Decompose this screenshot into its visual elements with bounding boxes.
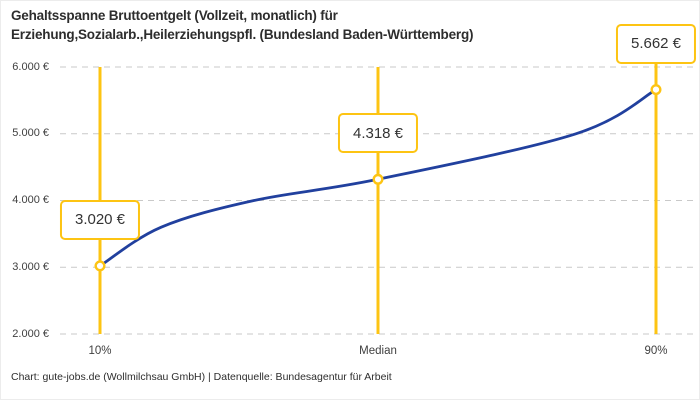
data-point-marker (650, 84, 662, 96)
chart-credit: Chart: gute-jobs.de (Wollmilchsau GmbH) … (11, 371, 392, 383)
value-label-p10: 3.020 € (59, 199, 141, 240)
y-axis-tick-2000: 2.000 € (12, 327, 49, 340)
chart-title-line2: Erziehung,Sozialarb.,Heilerziehungspfl. … (11, 27, 474, 42)
y-axis-tick-3000: 3.000 € (12, 260, 49, 273)
x-axis-tick-p10: 10% (88, 345, 112, 357)
value-label-p90: 5.662 € (615, 23, 697, 64)
x-axis-tick-p90: 90% (644, 345, 668, 357)
y-axis-tick-6000: 6.000 € (12, 60, 49, 73)
value-label-median: 4.318 € (337, 113, 419, 154)
y-axis-tick-4000: 4.000 € (12, 194, 49, 206)
x-axis-tick-median: Median (359, 345, 397, 357)
y-axis-tick-5000: 5.000 € (12, 127, 49, 140)
chart-title: Gehaltsspanne Bruttoentgelt (Vollzeit, m… (11, 6, 473, 44)
salary-curve (99, 88, 657, 268)
data-point-marker (372, 173, 384, 185)
data-point-marker (94, 260, 106, 272)
chart-title-line1: Gehaltsspanne Bruttoentgelt (Vollzeit, m… (11, 8, 338, 23)
